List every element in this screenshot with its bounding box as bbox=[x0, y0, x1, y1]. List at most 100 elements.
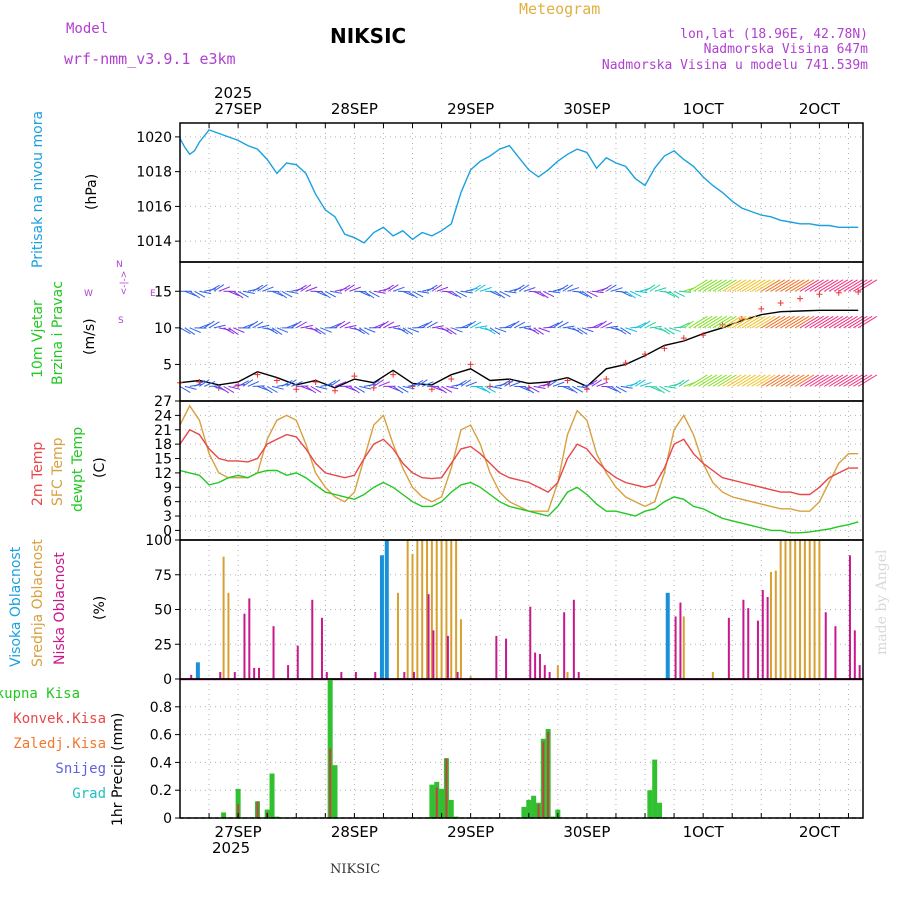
wind-barb bbox=[794, 315, 815, 329]
low-cloud-bar bbox=[538, 653, 541, 679]
low-cloud-bar bbox=[243, 613, 246, 679]
wind-barb bbox=[397, 327, 409, 335]
wind-barb bbox=[417, 322, 429, 329]
wind-gust-marker bbox=[816, 291, 823, 298]
wind-barb bbox=[349, 385, 360, 394]
wind-barb bbox=[291, 288, 304, 292]
mid-cloud-bar bbox=[222, 556, 225, 679]
wind-barb bbox=[630, 379, 642, 387]
y-tick-label-p3: 100 bbox=[145, 533, 172, 549]
y-tick-label-p1: 5 bbox=[163, 357, 172, 373]
wind-barb bbox=[247, 381, 259, 387]
wind-barb bbox=[664, 290, 676, 298]
precip-total-bar bbox=[657, 802, 663, 818]
wind-barb bbox=[325, 380, 337, 387]
wind-barb bbox=[475, 385, 487, 392]
wind-barb bbox=[247, 320, 259, 329]
wind-barb bbox=[480, 385, 491, 394]
wind-barb bbox=[412, 290, 424, 298]
wind-gust-marker bbox=[370, 384, 377, 391]
footer-station: NIKSIC bbox=[330, 862, 381, 877]
wind-barb bbox=[266, 327, 278, 335]
wind-barb bbox=[228, 290, 240, 297]
wind-barb bbox=[233, 327, 245, 333]
wind-barb bbox=[717, 279, 737, 292]
wind-barb bbox=[731, 374, 752, 387]
mid-cloud-bar bbox=[784, 540, 787, 679]
wind-barb bbox=[577, 385, 590, 389]
y-tick-label-p1: 15 bbox=[154, 284, 172, 300]
low-cloud-bar bbox=[853, 630, 856, 679]
wind-barb bbox=[731, 315, 752, 329]
wind-barb bbox=[775, 374, 795, 387]
wind-barb bbox=[494, 383, 507, 387]
wind-barb bbox=[635, 322, 647, 329]
wind-barb bbox=[809, 374, 829, 387]
wind-barb bbox=[693, 279, 713, 292]
low-cloud-bar bbox=[253, 667, 256, 679]
wind-barb bbox=[659, 385, 671, 393]
wind-barb bbox=[615, 385, 627, 393]
wind-barb bbox=[756, 315, 776, 329]
wind-barb bbox=[276, 290, 288, 299]
precip-total-bar bbox=[521, 806, 527, 818]
x-label-bottom: 28SEP bbox=[331, 823, 378, 841]
wind-barb bbox=[794, 374, 815, 387]
wind-barb bbox=[640, 381, 652, 387]
wind-barb bbox=[819, 374, 839, 387]
mid-cloud-bar bbox=[769, 571, 772, 679]
wind-barb bbox=[363, 327, 376, 333]
y-tick-label-p2: 0 bbox=[163, 523, 172, 539]
wind-barb bbox=[315, 327, 326, 335]
precip-total-bar bbox=[332, 765, 338, 818]
wind-barb bbox=[441, 385, 453, 393]
y-tick-label-p3: 50 bbox=[154, 603, 172, 619]
wind-barb bbox=[678, 379, 690, 387]
wind-barb bbox=[722, 279, 742, 292]
mid-cloud-bar bbox=[440, 540, 443, 679]
wind-barb bbox=[184, 385, 197, 390]
x-label-bottom: 1OCT bbox=[683, 823, 725, 841]
wind-barb bbox=[654, 385, 665, 394]
wind-barb bbox=[833, 315, 853, 329]
wind-barb bbox=[591, 379, 603, 387]
wind-barb bbox=[780, 374, 800, 387]
mid-cloud-bar bbox=[430, 540, 433, 679]
wind-barb bbox=[557, 284, 569, 292]
wind-barb bbox=[576, 327, 588, 335]
wind-barb bbox=[746, 374, 766, 387]
low-cloud-bar bbox=[287, 665, 290, 679]
wind-barb bbox=[557, 321, 569, 329]
low-cloud-bar bbox=[495, 635, 498, 679]
wind-barb bbox=[809, 279, 829, 292]
wind-barb bbox=[581, 327, 594, 333]
wind-barb bbox=[625, 327, 638, 333]
x-label-bottom: 30SEP bbox=[563, 823, 610, 841]
wind-barb bbox=[484, 385, 496, 393]
y-tick-label-p4: 0.6 bbox=[150, 728, 172, 744]
wind-barb bbox=[446, 385, 459, 390]
wind-barb bbox=[756, 279, 776, 292]
wind-barb bbox=[649, 385, 662, 392]
wind-barb bbox=[262, 385, 273, 394]
high-cloud-bar bbox=[195, 662, 200, 679]
wind-barb bbox=[344, 284, 355, 292]
mid-cloud-bar bbox=[818, 540, 821, 679]
wind-barb bbox=[237, 290, 249, 298]
y-tick-label-p4: 0.4 bbox=[150, 755, 172, 771]
wind-gust-marker bbox=[797, 295, 804, 302]
wind-barb bbox=[819, 279, 839, 292]
wind-barb bbox=[523, 385, 535, 394]
low-cloud-bar bbox=[296, 645, 299, 679]
wind-barb bbox=[722, 374, 742, 387]
wind-barb bbox=[669, 327, 681, 333]
wind-barb bbox=[465, 381, 478, 387]
wind-barb bbox=[392, 286, 405, 292]
wind-barb bbox=[567, 385, 578, 394]
wind-barb bbox=[562, 385, 574, 392]
wind-barb bbox=[848, 279, 868, 292]
wind-barb bbox=[257, 324, 270, 329]
wind-barb bbox=[688, 374, 708, 387]
wind-barb bbox=[838, 279, 858, 292]
low-cloud-bar bbox=[742, 599, 745, 679]
